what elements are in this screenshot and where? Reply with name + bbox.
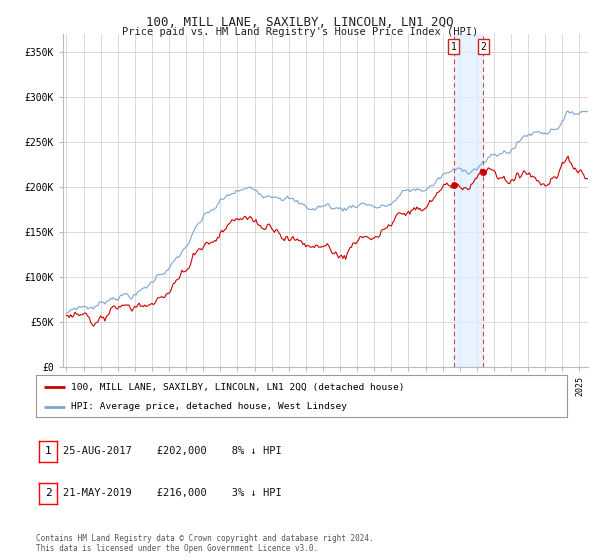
Text: HPI: Average price, detached house, West Lindsey: HPI: Average price, detached house, West… — [71, 402, 347, 411]
Text: 2: 2 — [44, 488, 52, 498]
Text: 25-AUG-2017    £202,000    8% ↓ HPI: 25-AUG-2017 £202,000 8% ↓ HPI — [63, 446, 282, 456]
Text: 2: 2 — [481, 42, 486, 52]
Text: 1: 1 — [451, 42, 457, 52]
Text: Contains HM Land Registry data © Crown copyright and database right 2024.
This d: Contains HM Land Registry data © Crown c… — [36, 534, 374, 553]
Text: Price paid vs. HM Land Registry's House Price Index (HPI): Price paid vs. HM Land Registry's House … — [122, 27, 478, 37]
Text: 21-MAY-2019    £216,000    3% ↓ HPI: 21-MAY-2019 £216,000 3% ↓ HPI — [63, 488, 282, 498]
Text: 1: 1 — [44, 446, 52, 456]
Bar — [454, 34, 484, 367]
Text: 100, MILL LANE, SAXILBY, LINCOLN, LN1 2QQ (detached house): 100, MILL LANE, SAXILBY, LINCOLN, LN1 2Q… — [71, 382, 404, 391]
Text: 100, MILL LANE, SAXILBY, LINCOLN, LN1 2QQ: 100, MILL LANE, SAXILBY, LINCOLN, LN1 2Q… — [146, 16, 454, 29]
